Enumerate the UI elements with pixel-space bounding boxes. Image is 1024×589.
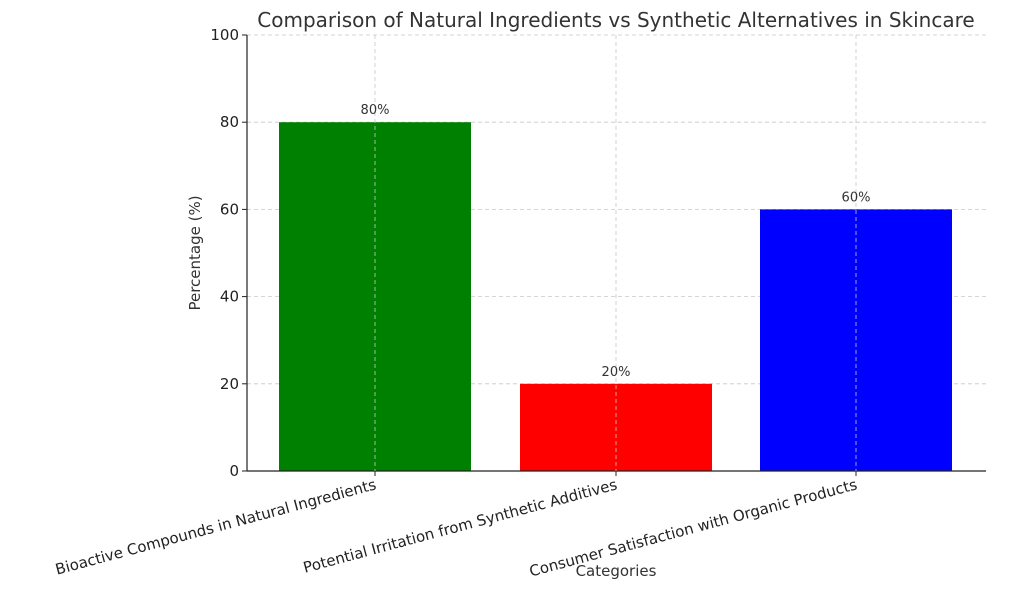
data-labels: 80% 20% 60% bbox=[361, 35, 871, 471]
chart-title: Comparison of Natural Ingredients vs Syn… bbox=[257, 8, 974, 32]
y-axis-title: Percentage (%) bbox=[186, 195, 204, 310]
y-ticks: 0 20 40 60 80 100 bbox=[210, 26, 857, 480]
y-tick-label: 80 bbox=[220, 113, 239, 131]
y-tick-label: 20 bbox=[220, 375, 239, 393]
bars bbox=[279, 122, 952, 471]
bar-value-label: 20% bbox=[602, 365, 631, 380]
y-tick-label: 40 bbox=[220, 288, 239, 306]
x-axis-title: Categories bbox=[576, 562, 657, 580]
y-tick-label: 60 bbox=[220, 200, 239, 218]
y-tick-label: 0 bbox=[229, 462, 239, 480]
bar-value-label: 60% bbox=[842, 190, 871, 205]
bar-value-label: 80% bbox=[361, 103, 390, 118]
x-category-labels: Bioactive Compounds in Natural Ingredien… bbox=[53, 475, 859, 580]
y-tick-label: 100 bbox=[210, 26, 239, 44]
